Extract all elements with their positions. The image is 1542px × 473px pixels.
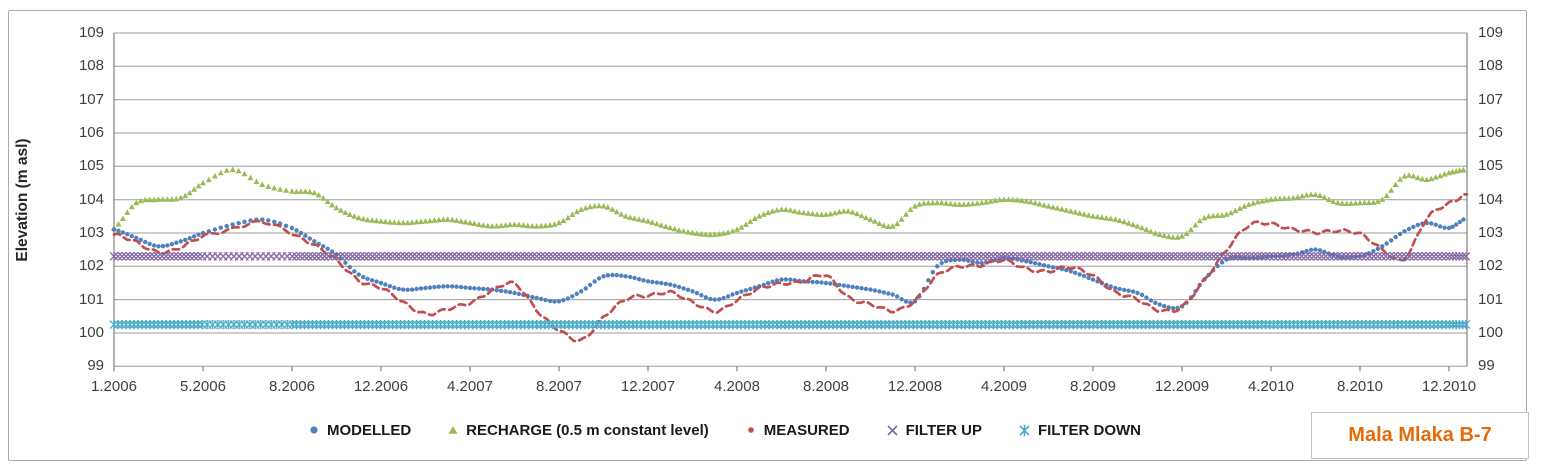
y-axis-label-left: 101 [78, 290, 104, 308]
x-axis-ticks [113, 366, 1450, 372]
y-axis-label-right: 105 [1478, 157, 1504, 175]
x-axis-label: 8.2009 [1070, 378, 1116, 395]
x-axis-label: 8.2006 [269, 378, 315, 395]
y-axis-label-left: 100 [78, 323, 104, 341]
legend-label-filter-up: FILTER UP [905, 421, 982, 439]
x-axis-label: 8.2008 [803, 378, 849, 395]
y-axis-title: Elevation (m asl) [14, 138, 31, 262]
y-axis-label-left: 108 [78, 57, 104, 75]
measured-marker-icon [747, 427, 754, 433]
legend-label-measured: MEASURED [763, 421, 850, 439]
x-axis-label: 4.2008 [714, 378, 760, 395]
x-axis-label: 4.2007 [447, 378, 493, 395]
y-axis-label-left: 102 [78, 257, 104, 275]
y-axis-label-left: 103 [78, 223, 104, 241]
y-axis-label-right: 104 [1478, 190, 1504, 208]
y-axis-label-left: 109 [78, 24, 104, 41]
x-axis-label: 12.2009 [1154, 378, 1210, 395]
y-axis-label-right: 103 [1478, 223, 1504, 241]
y-axis-label-right: 107 [1478, 90, 1504, 108]
series-filter-down [109, 320, 1471, 330]
legend-label-recharge: RECHARGE (0.5 m constant level) [466, 421, 709, 439]
recharge-marker-icon [448, 426, 458, 434]
modelled-marker-icon [310, 426, 318, 434]
legend-item-modelled: MODELLED [308, 422, 411, 439]
series-filter-up [109, 251, 1471, 261]
legend-item-filter-up: FILTER UP [886, 422, 982, 439]
y-axis-label-right: 101 [1478, 290, 1504, 308]
y-axis-label-left: 104 [78, 190, 104, 208]
x-axis-label: 4.2010 [1248, 378, 1294, 395]
y-axis-label-left: 105 [78, 157, 104, 175]
x-axis-label: 12.2010 [1421, 378, 1477, 395]
gridlines [114, 32, 1467, 367]
x-axis-label: 8.2007 [536, 378, 582, 395]
legend-item-recharge: RECHARGE (0.5 m constant level) [447, 422, 709, 439]
x-axis-label: 1.2006 [91, 378, 137, 395]
chart-outer-border [8, 10, 1527, 461]
legend-label-modelled: MODELLED [327, 421, 412, 439]
y-axis-label-right: 100 [1478, 323, 1504, 341]
x-axis-label: 12.2007 [620, 378, 676, 395]
y-axis-label-right: 106 [1478, 123, 1504, 141]
x-axis-label: 12.2006 [353, 378, 409, 395]
x-axis-label: 8.2010 [1337, 378, 1383, 395]
legend-item-filter-down: FILTER DOWN [1018, 422, 1141, 439]
legend-label-filter-down: FILTER DOWN [1037, 421, 1142, 439]
legend: MODELLED RECHARGE (0.5 m constant level)… [308, 417, 1141, 443]
legend-item-measured: MEASURED [745, 422, 850, 439]
filter-down-marker-icon [1019, 424, 1030, 436]
y-axis-label-right: 102 [1478, 257, 1504, 275]
series-measured [112, 192, 1469, 343]
y-axis-label-right: 99 [1478, 357, 1495, 375]
y-axis-label-left: 106 [78, 123, 104, 141]
x-axis-label: 4.2009 [981, 378, 1027, 395]
well-title-box: Mala Mlaka B-7 [1311, 412, 1529, 459]
y-axis-label-right: 108 [1478, 57, 1504, 75]
x-axis-label: 12.2008 [887, 378, 943, 395]
filter-up-marker-icon [887, 424, 898, 436]
series-modelled [111, 217, 1466, 311]
y-axis-lines [113, 33, 1468, 367]
series-recharge [111, 166, 1467, 240]
x-axis-label: 5.2006 [180, 378, 226, 395]
y-axis-label-left: 99 [87, 357, 104, 375]
well-title-text: Mala Mlaka B-7 [1348, 424, 1492, 446]
y-axis-label-left: 107 [78, 90, 104, 108]
y-axis-label-right: 109 [1478, 24, 1504, 41]
